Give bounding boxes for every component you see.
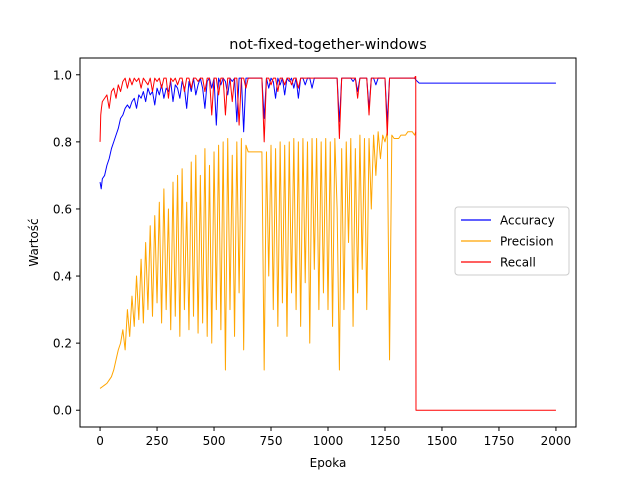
y-axis-ticks: 0.0 0.2 0.4 0.6 0.8 1.0 [53,68,80,418]
series-line-recall [99,75,556,411]
legend-label-accuracy: Accuracy [500,214,555,228]
x-tick-label: 1000 [313,434,344,448]
series-lines [99,75,556,411]
x-tick-label: 750 [260,434,283,448]
y-tick-label: 0.0 [53,404,72,418]
x-tick-label: 1250 [370,434,401,448]
x-tick-label: 250 [146,434,169,448]
x-tick-label: 0 [96,434,104,448]
y-tick-label: 0.8 [53,135,72,149]
y-tick-label: 1.0 [53,68,72,82]
y-tick-label: 0.4 [53,270,72,284]
y-axis-label: Wartość [27,218,41,266]
legend-label-recall: Recall [500,256,536,270]
chart-title: not-fixed-together-windows [229,37,426,53]
x-axis-ticks: 0 250 500 750 1000 1250 1500 1750 2000 [96,427,571,448]
x-tick-label: 1750 [484,434,515,448]
x-tick-label: 2000 [541,434,572,448]
x-tick-label: 1500 [427,434,458,448]
y-tick-label: 0.6 [53,202,72,216]
legend-box [454,206,570,276]
x-tick-label: 500 [203,434,226,448]
x-axis-label: Epoka [310,456,347,470]
y-tick-label: 0.2 [53,337,72,351]
series-line-precision [99,131,417,389]
legend: Accuracy Precision Recall [454,206,570,276]
legend-label-precision: Precision [500,235,554,249]
